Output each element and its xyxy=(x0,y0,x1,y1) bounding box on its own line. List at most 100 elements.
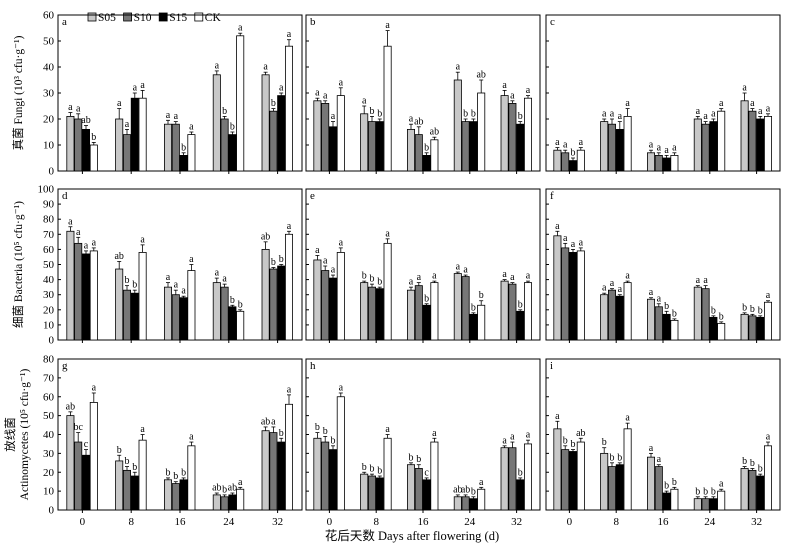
significance-label: a xyxy=(758,106,763,117)
bar-S10 xyxy=(461,276,470,341)
significance-label: a xyxy=(502,269,507,280)
bar-S10 xyxy=(123,469,132,511)
bar-S10 xyxy=(748,315,757,341)
significance-label: a xyxy=(657,454,662,465)
significance-label: a xyxy=(526,430,531,441)
significance-label: a xyxy=(133,83,138,94)
bar-S15 xyxy=(662,157,671,172)
x-tick-label: 32 xyxy=(511,516,522,528)
bar-S05 xyxy=(313,100,322,172)
legend: S05 S10 S15 CK xyxy=(87,12,221,24)
significance-label: a xyxy=(664,145,669,156)
significance-label: b xyxy=(695,486,700,497)
bar-S10 xyxy=(321,441,330,511)
bar-CK xyxy=(670,154,679,172)
significance-label: a xyxy=(602,283,607,294)
significance-label: a xyxy=(510,272,515,283)
legend-swatch-S15 xyxy=(158,12,168,22)
significance-label: b xyxy=(409,452,414,463)
significance-label: a xyxy=(323,256,328,267)
significance-label: a xyxy=(703,275,708,286)
significance-label: a xyxy=(263,62,268,73)
panel-letter: i xyxy=(550,360,553,372)
y-tick-label: 0 xyxy=(49,166,55,178)
y-tick-label: 70 xyxy=(43,229,55,241)
significance-label: b xyxy=(758,305,763,316)
significance-label: c xyxy=(424,467,429,478)
significance-label: a xyxy=(92,382,97,393)
significance-label: a xyxy=(502,80,507,91)
bar-S10 xyxy=(220,286,229,341)
bar-S10 xyxy=(171,123,180,172)
bar-CK xyxy=(764,445,773,511)
significance-label: a xyxy=(526,271,531,282)
bar-S10 xyxy=(701,123,710,172)
bar-CK xyxy=(576,250,585,341)
significance-label: b xyxy=(719,311,724,322)
significance-label: ab xyxy=(66,401,75,412)
significance-label: b xyxy=(362,462,367,473)
legend-label-S10: S10 xyxy=(134,12,152,24)
bar-S15 xyxy=(469,498,478,511)
significance-label: a xyxy=(331,265,336,276)
bar-S15 xyxy=(615,464,624,511)
significance-label: a xyxy=(125,119,130,130)
legend-swatch-S05 xyxy=(87,12,97,22)
bar-S15 xyxy=(569,160,578,172)
bar-S05 xyxy=(313,437,322,511)
bar-S15 xyxy=(662,492,671,511)
x-tick-label: 0 xyxy=(327,516,333,528)
significance-label: b xyxy=(377,466,382,477)
significance-label: b xyxy=(518,111,523,122)
bar-S15 xyxy=(179,479,188,511)
significance-label: b xyxy=(424,293,429,304)
bar-S15 xyxy=(277,265,286,341)
significance-label: b xyxy=(370,274,375,285)
bar-S05 xyxy=(261,248,270,341)
significance-label: a xyxy=(76,227,81,238)
significance-label: ab xyxy=(476,70,485,81)
significance-label: a xyxy=(672,142,677,153)
x-tick-label: 8 xyxy=(128,516,134,528)
significance-label: a xyxy=(339,237,344,248)
y-tick-label: 30 xyxy=(43,448,55,460)
bar-S05 xyxy=(163,123,172,172)
bar-S05 xyxy=(693,118,702,172)
bar-S10 xyxy=(74,118,83,172)
significance-label: a xyxy=(696,275,701,286)
bar-S10 xyxy=(561,247,570,341)
bar-S05 xyxy=(500,95,509,172)
bar-CK xyxy=(670,488,679,511)
significance-label: b xyxy=(664,301,669,312)
significance-label: a xyxy=(563,140,568,151)
significance-label: a xyxy=(625,271,630,282)
bar-S15 xyxy=(756,475,765,511)
bar-S15 xyxy=(179,154,188,172)
y-tick-label: 10 xyxy=(43,319,55,331)
significance-label: a xyxy=(189,432,194,443)
bar-S15 xyxy=(422,154,431,172)
bar-S05 xyxy=(163,286,172,341)
significance-label: b xyxy=(362,271,367,282)
bar-CK xyxy=(187,445,196,511)
bar-S05 xyxy=(600,452,609,511)
significance-label: b xyxy=(377,109,382,120)
significance-label: a xyxy=(323,90,328,101)
bar-S15 xyxy=(179,297,188,341)
significance-label: a xyxy=(287,384,292,395)
significance-label: a xyxy=(579,237,584,248)
bar-S05 xyxy=(313,259,322,341)
significance-label: a xyxy=(510,90,515,101)
significance-label: b xyxy=(279,428,284,439)
significance-label: a xyxy=(140,424,145,435)
significance-label: a xyxy=(339,77,344,88)
significance-label: b xyxy=(571,148,576,159)
significance-label: b xyxy=(664,481,669,492)
bar-S05 xyxy=(360,473,369,511)
panel-letter: e xyxy=(310,190,315,202)
significance-label: b xyxy=(377,277,382,288)
